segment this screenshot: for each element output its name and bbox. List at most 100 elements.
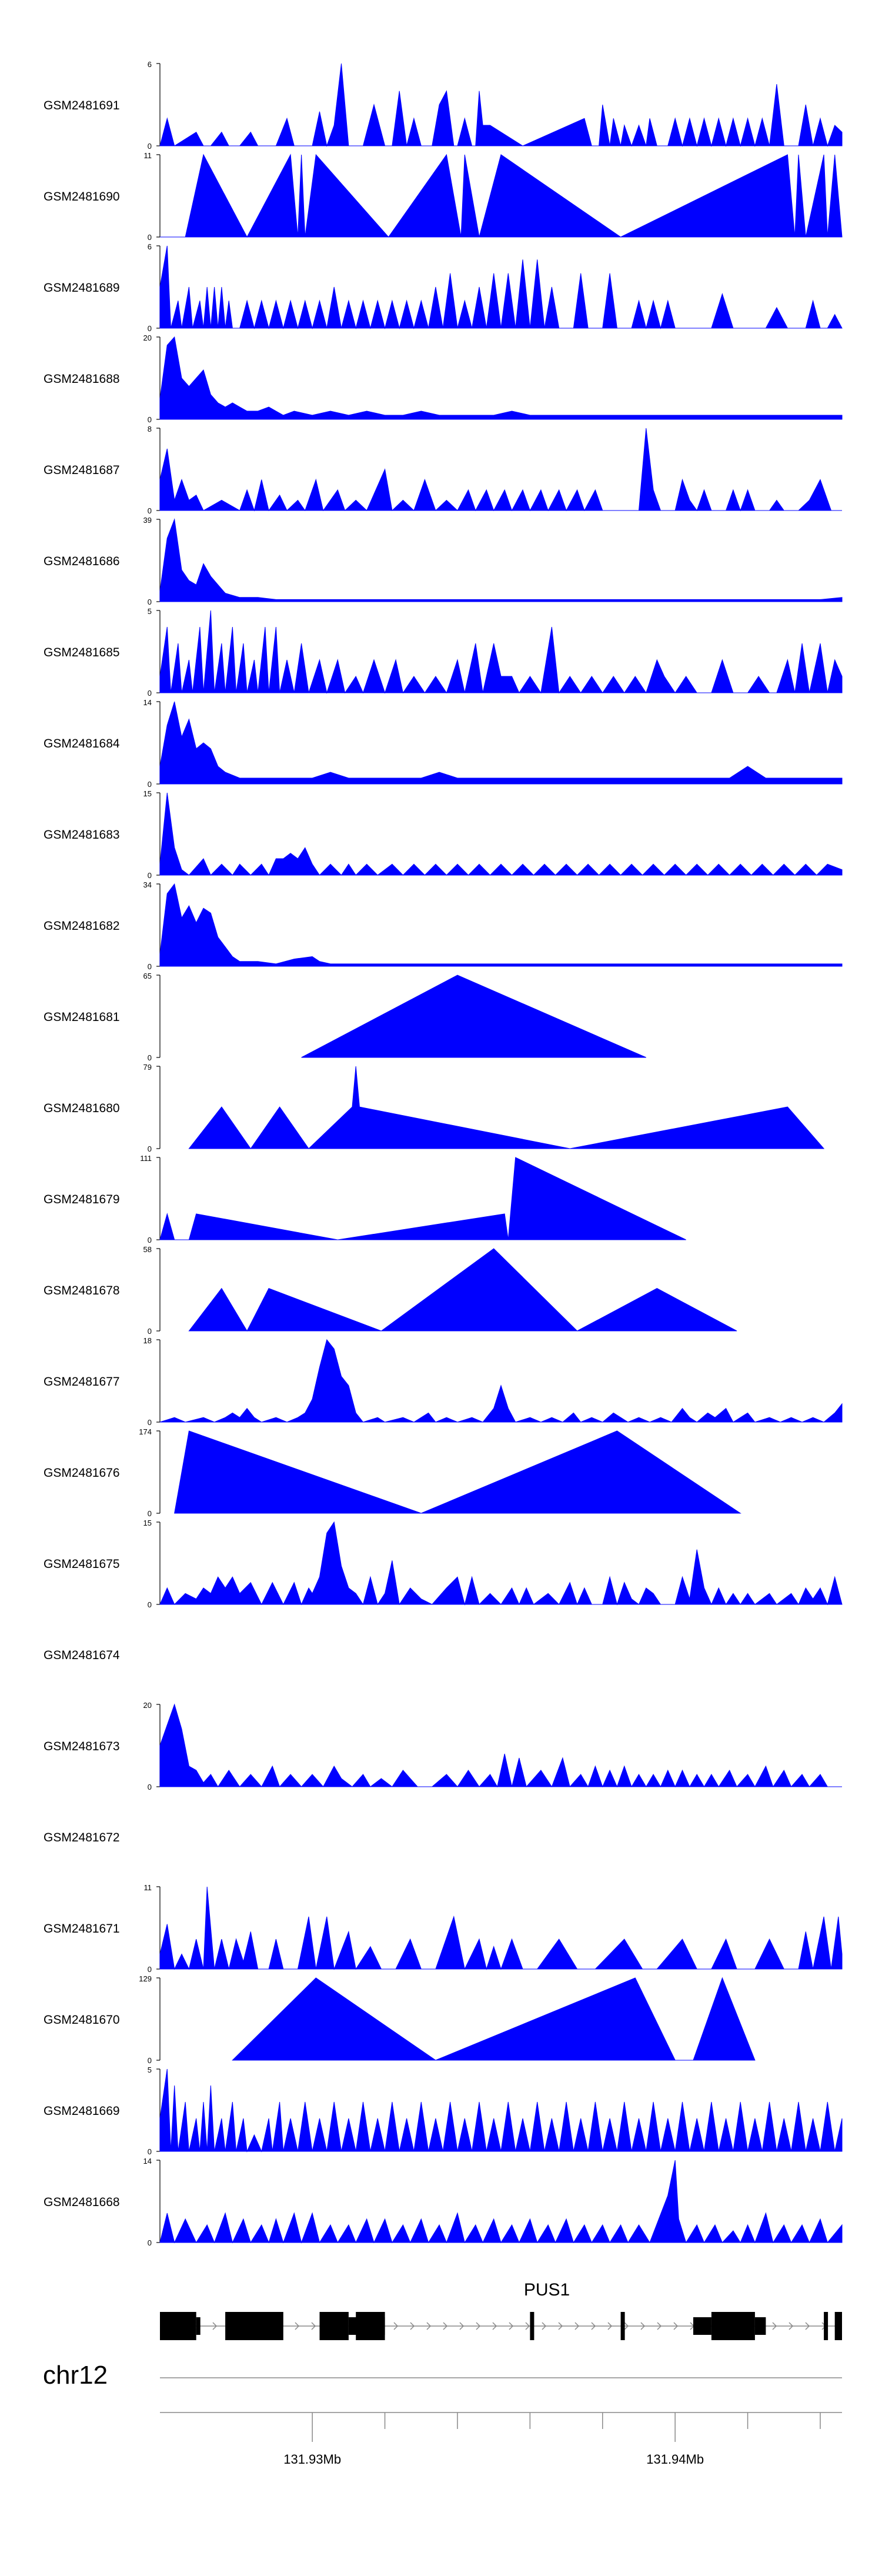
y-axis-max-label: 6 <box>148 242 152 251</box>
track-name-label: GSM2481673 <box>44 1740 120 1753</box>
track-name-label: GSM2481680 <box>44 1102 120 1115</box>
y-axis-max-label: 174 <box>139 1427 152 1436</box>
track-GSM2481677: GSM2481677 18 0 <box>44 1336 843 1427</box>
coverage-area <box>159 428 842 512</box>
gene-exon <box>711 2312 755 2340</box>
strand-arrow <box>525 2322 530 2330</box>
gene-exon <box>225 2312 283 2340</box>
y-axis-zero-label: 0 <box>148 142 152 151</box>
y-axis-zero-label: 0 <box>148 415 152 424</box>
gene-exon <box>356 2312 385 2340</box>
y-axis-zero-label: 0 <box>148 1965 152 1974</box>
coverage-area <box>159 1886 843 1970</box>
track-GSM2481690: GSM2481690 11 0 <box>44 151 843 242</box>
y-axis-zero-label: 0 <box>148 506 152 515</box>
y-axis-zero-label: 0 <box>148 780 152 789</box>
track-name-label: GSM2481683 <box>44 828 120 842</box>
y-axis-zero-label: 0 <box>148 324 152 333</box>
y-axis-zero-label: 0 <box>148 1509 152 1518</box>
track-GSM2481668: GSM2481668 14 0 <box>44 2157 843 2247</box>
y-axis-max-label: 15 <box>143 789 152 798</box>
strand-arrow <box>624 2322 629 2330</box>
coverage-area <box>159 1339 843 1423</box>
track-name-label: GSM2481670 <box>44 2013 120 2027</box>
y-axis-max-label: 5 <box>148 607 152 616</box>
track-name-label: GSM2481689 <box>44 281 120 295</box>
gene-exon <box>319 2312 349 2340</box>
coverage-area <box>159 518 843 602</box>
strand-arrow <box>591 2322 596 2330</box>
strand-arrow <box>542 2322 547 2330</box>
major-tick-label: 131.93Mb <box>283 2452 341 2467</box>
track-name-label: GSM2481690 <box>44 190 120 203</box>
gene-exon <box>693 2317 711 2335</box>
y-axis-zero-label: 0 <box>148 233 152 242</box>
y-axis-zero-label: 0 <box>148 962 152 971</box>
track-GSM2481672: GSM2481672 <box>44 1831 120 1844</box>
track-name-label: GSM2481671 <box>44 1922 120 1936</box>
y-axis-max-label: 39 <box>143 516 152 525</box>
coverage-area <box>159 610 843 694</box>
y-axis-max-label: 58 <box>143 1245 152 1254</box>
track-name-label: GSM2481679 <box>44 1193 120 1206</box>
track-name-label: GSM2481672 <box>44 1831 120 1844</box>
y-axis-zero-label: 0 <box>148 689 152 698</box>
y-axis-zero-label: 0 <box>148 1053 152 1062</box>
coverage-area <box>159 245 843 329</box>
strand-arrow <box>574 2322 580 2330</box>
track-name-label: GSM2481687 <box>44 463 120 477</box>
track-name-label: GSM2481674 <box>44 1649 120 1662</box>
strand-arrow <box>640 2322 646 2330</box>
y-axis-zero-label: 0 <box>148 2238 152 2247</box>
y-axis-zero-label: 0 <box>148 1783 152 1791</box>
y-axis-max-label: 34 <box>143 880 152 889</box>
gene-exon <box>834 2312 842 2340</box>
track-name-label: GSM2481675 <box>44 1557 120 1571</box>
strand-arrow <box>772 2322 777 2330</box>
track-name-label: GSM2481691 <box>44 99 120 112</box>
track-name-label: GSM2481681 <box>44 1010 120 1024</box>
y-axis-max-label: 15 <box>143 1519 152 1527</box>
y-axis-max-label: 8 <box>148 425 152 433</box>
strand-arrow <box>311 2322 316 2330</box>
y-axis-max-label: 20 <box>143 1701 152 1710</box>
strand-arrow <box>657 2322 662 2330</box>
track-GSM2481689: GSM2481689 6 0 <box>44 242 843 333</box>
coverage-area <box>188 1066 825 1149</box>
coverage-area <box>159 1703 842 1788</box>
track-name-label: GSM2481684 <box>44 737 120 750</box>
gene-exon <box>824 2312 828 2340</box>
track-GSM2481673: GSM2481673 20 0 <box>44 1701 842 1791</box>
track-GSM2481669: GSM2481669 5 0 <box>44 2066 843 2156</box>
track-GSM2481678: GSM2481678 58 0 <box>44 1245 737 1336</box>
track-GSM2481681: GSM2481681 65 0 <box>44 972 646 1062</box>
coverage-area <box>160 154 843 238</box>
gene-exon <box>530 2312 534 2340</box>
track-GSM2481686: GSM2481686 39 0 <box>44 516 843 606</box>
major-tick-label: 131.94Mb <box>646 2452 704 2467</box>
y-axis-max-label: 20 <box>143 333 152 342</box>
coverage-area <box>159 63 843 147</box>
y-axis-zero-label: 0 <box>148 1236 152 1244</box>
strand-arrow <box>558 2322 563 2330</box>
y-axis-max-label: 65 <box>143 972 152 980</box>
strand-arrow <box>459 2322 465 2330</box>
track-GSM2481684: GSM2481684 14 0 <box>44 698 843 789</box>
coverage-tracks: GSM248169160GSM2481690110GSM248168960GSM… <box>44 60 843 2247</box>
track-GSM2481670: GSM2481670 129 0 <box>44 1974 756 2065</box>
track-name-label: GSM2481669 <box>44 2104 120 2118</box>
track-GSM2481679: GSM2481679 111 0 <box>44 1154 686 1244</box>
strand-arrow <box>673 2322 679 2330</box>
track-name-label: GSM2481682 <box>44 919 120 933</box>
y-axis-zero-label: 0 <box>148 1600 152 1609</box>
track-name-label: GSM2481688 <box>44 372 120 386</box>
coverage-area <box>174 1430 741 1514</box>
gene-exon <box>196 2317 201 2335</box>
gene-exon <box>160 2312 196 2340</box>
coverage-area <box>159 336 843 420</box>
y-axis-max-label: 5 <box>148 2066 152 2074</box>
y-axis-zero-label: 0 <box>148 2147 152 2156</box>
strand-arrow <box>509 2322 514 2330</box>
y-axis-max-label: 129 <box>139 1974 152 1983</box>
